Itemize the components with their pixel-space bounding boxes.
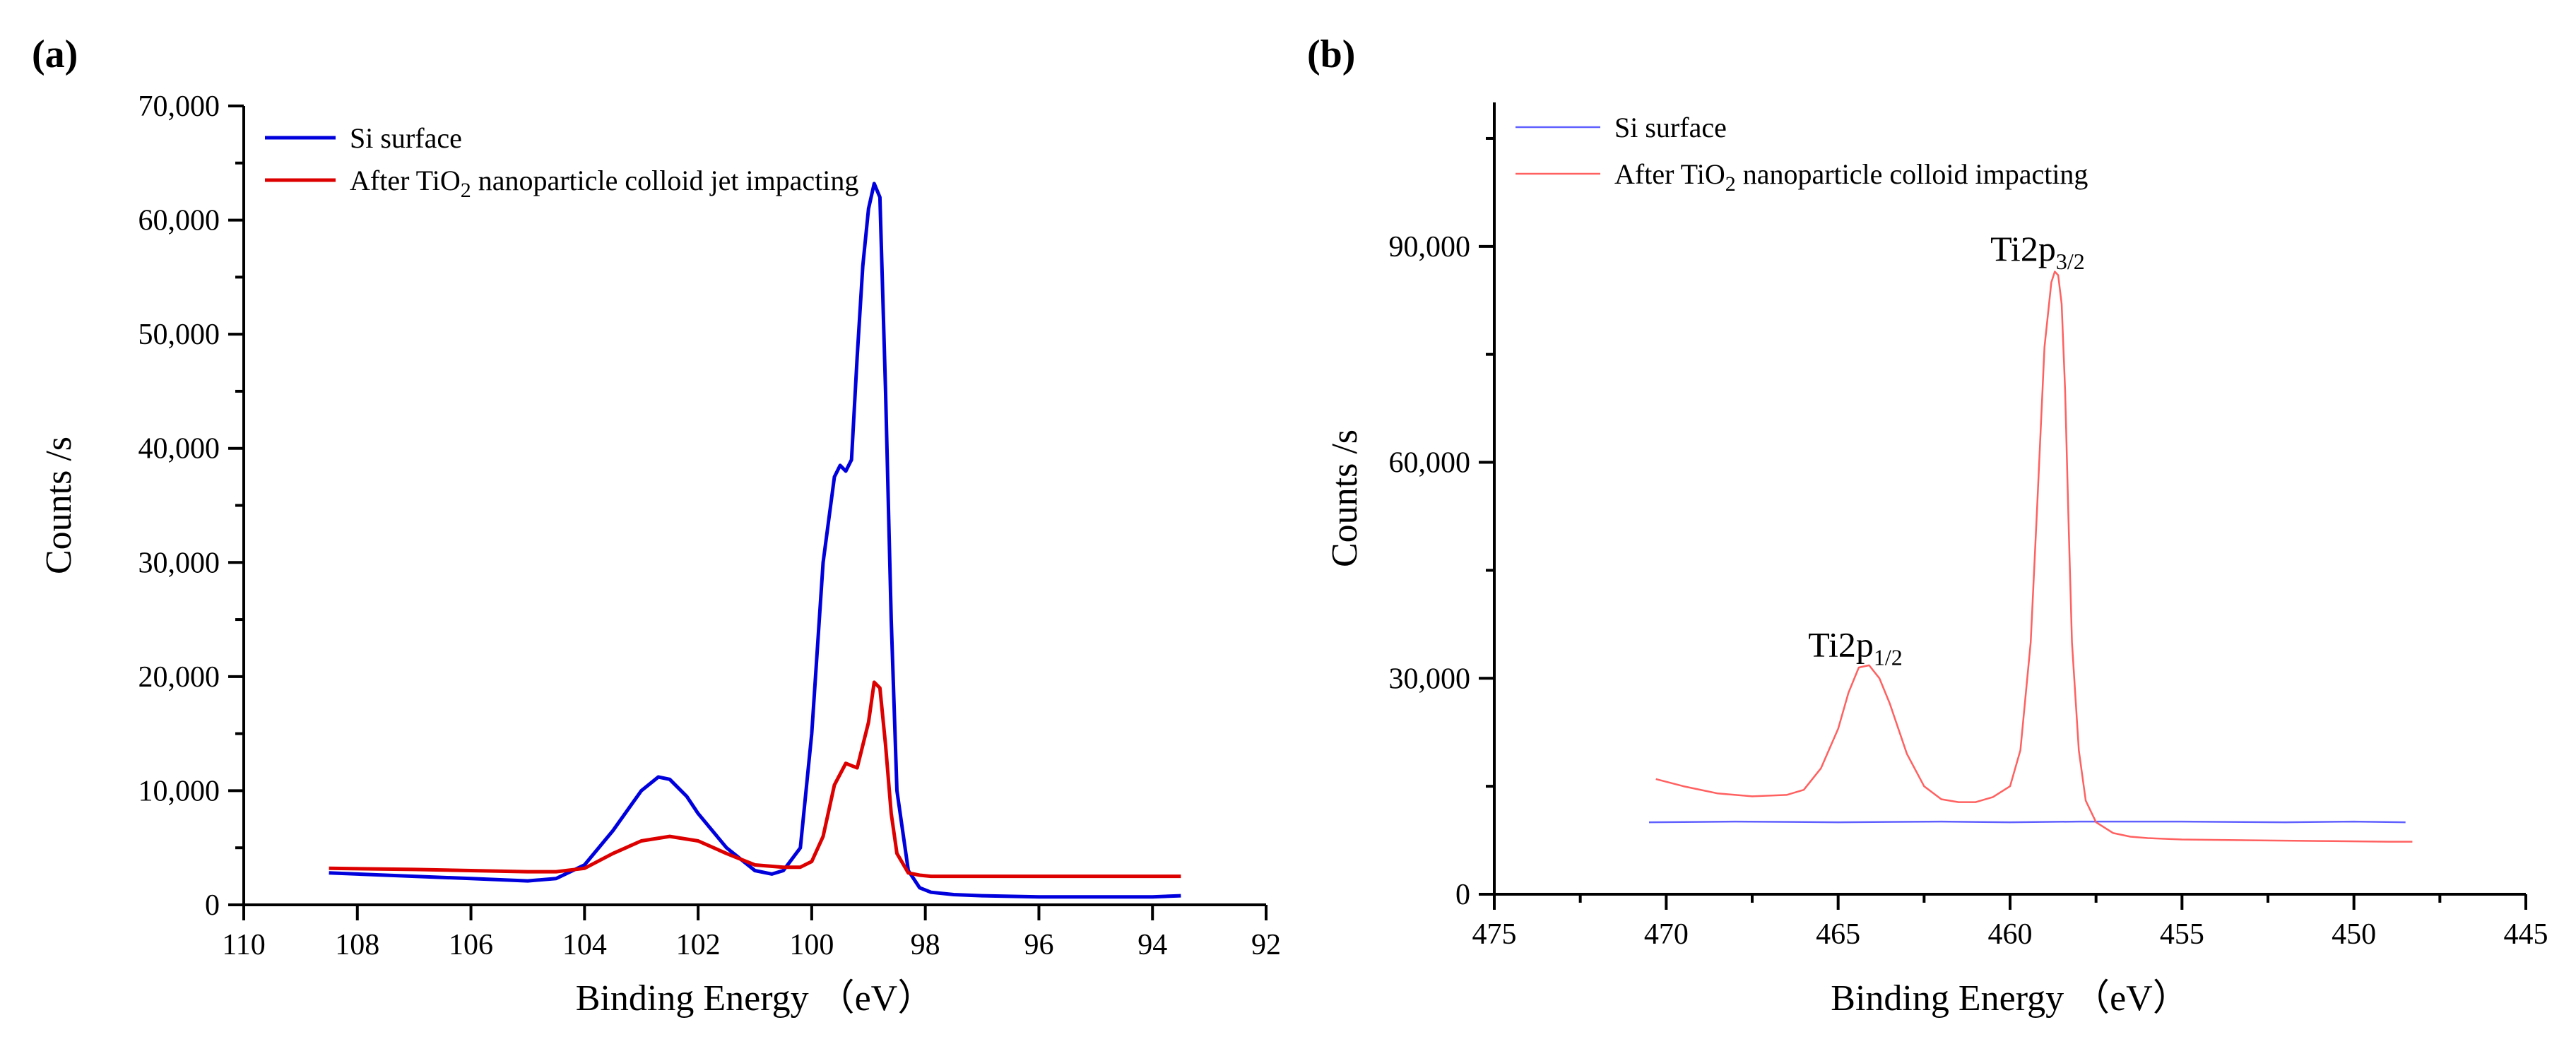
y-tick-label: 90,000 (1389, 231, 1471, 263)
annotation-subscript: 3/2 (2056, 249, 2085, 274)
x-tick-label: 450 (2332, 918, 2376, 951)
panel-label-b: (b) (1307, 32, 1355, 76)
y-tick-label: 50,000 (138, 319, 220, 351)
x-tick-label: 92 (1251, 929, 1281, 961)
x-tick-label: 104 (562, 929, 607, 961)
legend-label-2: After TiO2 nanoparticle colloid impactin… (1614, 158, 2088, 196)
x-tick-label: 470 (1644, 918, 1689, 951)
legend-subscript: 2 (461, 179, 471, 202)
x-tick-label: 445 (2504, 918, 2548, 951)
y-tick-label: 60,000 (1389, 447, 1471, 480)
x-axis-title: Binding Energy （eV） (1831, 978, 2189, 1019)
legend-label-1: Si surface (1614, 112, 1727, 143)
y-axis-title: Counts /s (39, 437, 79, 574)
panel-a-si2p-spectrum: (a) 110 108 106 104 102 100 98 96 94 92 0 10,000 20,0… (32, 32, 1281, 1019)
series-line-2 (1655, 271, 2413, 843)
y-tick-label: 0 (205, 889, 220, 922)
x-tick-label: 465 (1816, 918, 1860, 951)
legend-subscript: 2 (1725, 172, 1736, 196)
legend-text-part: Si surface (1614, 112, 1727, 143)
y-tick-label: 20,000 (138, 661, 220, 694)
x-tick-label: 96 (1024, 929, 1053, 961)
legend-text-part: Si surface (350, 122, 462, 154)
x-tick-label: 455 (2160, 918, 2204, 951)
x-tick-label: 94 (1138, 929, 1167, 961)
x-tick-label: 108 (335, 929, 379, 961)
legend-text-part: After TiO (1614, 158, 1725, 190)
panel-b-ti2p-spectrum: (b) 475 470 465 460 455 450 445 0 30,000 60,000 90,… (1307, 32, 2548, 1019)
panel-label-a: (a) (32, 32, 78, 76)
series-line-2 (329, 680, 1181, 879)
annotation-base: Ti2p (1808, 625, 1874, 665)
x-axis-title: Binding Energy （eV） (576, 978, 934, 1019)
peak-annotation-2: Ti2p3/2 (1990, 229, 2085, 274)
y-tick-label: 40,000 (138, 433, 220, 465)
peak-annotation-1: Ti2p1/2 (1808, 625, 1903, 670)
y-tick-label: 10,000 (138, 775, 220, 807)
x-tick-label: 98 (911, 929, 940, 961)
legend-text-part: nanoparticle colloid jet impacting (471, 165, 859, 196)
series-line-1 (1648, 820, 2406, 824)
series-line-1 (329, 182, 1181, 899)
x-tick-label: 110 (222, 929, 265, 961)
x-tick-label: 460 (1988, 918, 2033, 951)
annotation-subscript: 1/2 (1874, 645, 1903, 670)
y-tick-label: 0 (1455, 879, 1470, 911)
y-tick-label: 70,000 (138, 90, 220, 123)
legend-label-1: Si surface (350, 122, 462, 154)
y-axis-title: Counts /s (1325, 429, 1365, 567)
legend-text-part: After TiO (350, 165, 461, 196)
y-tick-label: 30,000 (1389, 663, 1471, 695)
y-tick-label: 60,000 (138, 205, 220, 237)
x-tick-label: 100 (789, 929, 834, 961)
legend-label-2: After TiO2 nanoparticle colloid jet impa… (350, 165, 858, 202)
y-tick-label: 30,000 (138, 547, 220, 579)
x-tick-label: 102 (676, 929, 721, 961)
legend-text-part: nanoparticle colloid impacting (1736, 158, 2088, 190)
x-tick-label: 475 (1472, 918, 1517, 951)
annotation-base: Ti2p (1990, 229, 2056, 268)
x-tick-label: 106 (449, 929, 493, 961)
